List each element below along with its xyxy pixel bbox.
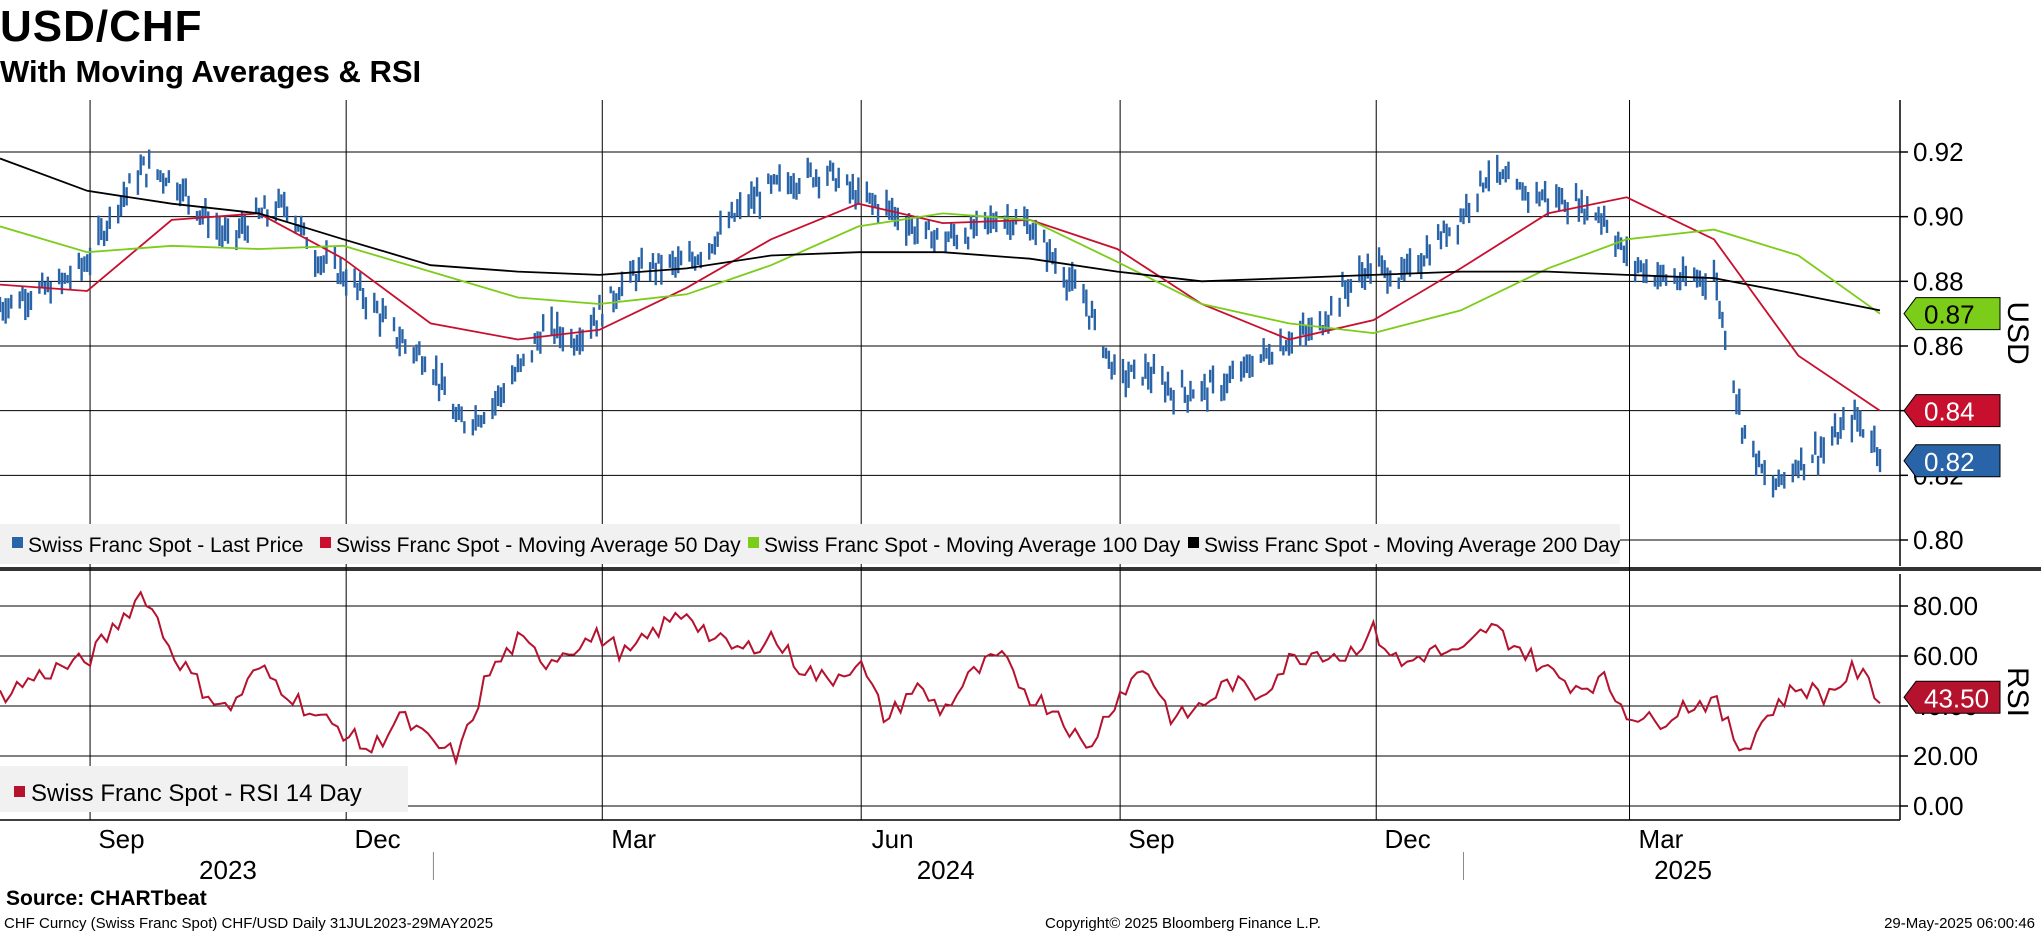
price-legend-swatch: [320, 537, 331, 548]
footer-timestamp: 29-May-2025 06:00:46: [1884, 915, 2035, 932]
series-layer: [0, 149, 1882, 767]
price-tick-label: 0.92: [1913, 137, 1964, 167]
x-month-label: Jun: [872, 824, 914, 854]
footer-copyright: Copyright© 2025 Bloomberg Finance L.P.: [1045, 915, 1321, 932]
rsi-legend-swatch: [14, 786, 25, 797]
ma100-end-tag-text: 0.87: [1924, 300, 1975, 330]
ma50-end-tag-text: 0.84: [1924, 397, 1975, 427]
x-year-label: 2025: [1654, 855, 1712, 885]
price-tick-label: 0.88: [1913, 266, 1964, 296]
footer-ticker-info: CHF Curncy (Swiss Franc Spot) CHF/USD Da…: [4, 915, 494, 932]
ma100-line: [0, 212, 1881, 335]
price-legend-label: Swiss Franc Spot - Moving Average 200 Da…: [1204, 534, 1621, 557]
ma50-end-tag: [1903, 394, 2001, 428]
x-month-label: Mar: [611, 824, 656, 854]
price-panel-series: [0, 149, 1882, 498]
price-legend-swatch: [748, 537, 759, 548]
source-label: Source: CHARTbeat: [6, 887, 207, 910]
price-tick-label: 0.86: [1913, 331, 1964, 361]
chart-title: USD/CHF: [0, 2, 203, 51]
price-end-tag: [1903, 444, 2001, 478]
rsi-axis-title: RSI: [2001, 667, 2034, 717]
legend-layer: Swiss Franc Spot - Last Price Swiss Franc…: [0, 524, 1621, 812]
price-tick-label: 0.90: [1913, 202, 1964, 232]
rsi-end-tag: [1903, 680, 2001, 714]
price-legend-label: Swiss Franc Spot - Last Price: [28, 534, 303, 557]
price-tick-label: 0.80: [1913, 525, 1964, 555]
rsi-tick-label: 20.00: [1913, 741, 1978, 771]
rsi-legend-label: Swiss Franc Spot - RSI 14 Day: [31, 780, 362, 807]
x-month-label: Sep: [98, 824, 144, 854]
rsi-tick-label: 0.00: [1913, 791, 1964, 821]
grid-layer: [0, 100, 2041, 821]
price-legend-label: Swiss Franc Spot - Moving Average 50 Day: [336, 534, 741, 557]
chart-subtitle: With Moving Averages & RSI: [0, 54, 422, 89]
price-legend-swatch: [12, 537, 23, 548]
ma100-end-tag: [1903, 297, 2001, 331]
x-month-label: Mar: [1639, 824, 1684, 854]
price-legend-box: [0, 524, 1620, 564]
axis-layer: 0.800.820.840.860.880.900.920.0020.0040.…: [98, 137, 2034, 885]
price-legend-swatch: [1188, 537, 1199, 548]
x-year-label: 2024: [917, 855, 975, 885]
x-year-label: 2023: [199, 855, 257, 885]
rsi-tick-label: 60.00: [1913, 641, 1978, 671]
rsi-tick-label: 80.00: [1913, 591, 1978, 621]
ma50-line: [0, 196, 1881, 412]
rsi-legend-box: [0, 766, 408, 812]
price-legend-label: Swiss Franc Spot - Moving Average 100 Da…: [764, 534, 1181, 557]
ma200-line: [0, 157, 1881, 312]
price-end-tag-text: 0.82: [1924, 447, 1975, 477]
rsi-panel-series: [0, 590, 1881, 767]
rsi-line: [0, 590, 1881, 767]
x-month-label: Sep: [1128, 824, 1174, 854]
x-month-label: Dec: [354, 824, 400, 854]
price-axis-title: USD: [2001, 301, 2034, 364]
x-month-label: Dec: [1385, 824, 1431, 854]
rsi-end-tag-text: 43.50: [1924, 683, 1989, 713]
